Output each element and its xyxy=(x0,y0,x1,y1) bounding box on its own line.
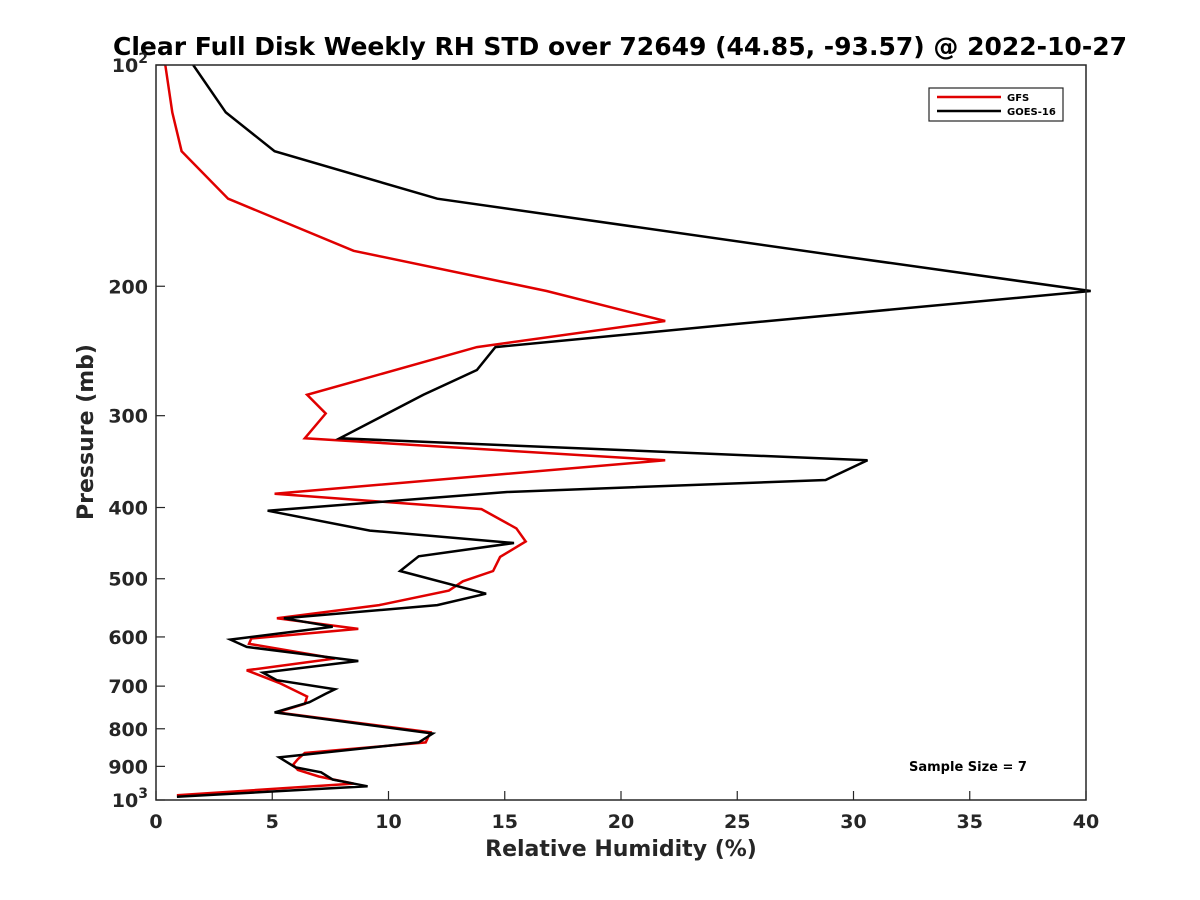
y-tick-exponent: 2 xyxy=(138,51,148,67)
y-tick-label: 700 xyxy=(108,676,148,698)
x-tick-label: 40 xyxy=(1073,811,1099,833)
y-tick-label: 103 xyxy=(112,786,148,812)
x-tick-label: 15 xyxy=(492,811,518,833)
axis-ticks: 0 5 10 15 20 25 30 35 40102200300400500600700800… xyxy=(108,51,1099,833)
series-line-gfs xyxy=(164,64,666,797)
y-tick-base: 10 xyxy=(112,790,138,812)
legend-label: GFS xyxy=(1007,93,1029,104)
x-tick-label: 20 xyxy=(608,811,634,833)
x-tick-label: 0 xyxy=(149,811,162,833)
y-tick-label: 900 xyxy=(108,756,148,778)
series-lines xyxy=(164,64,1091,799)
series-line-goes-16 xyxy=(176,64,1091,799)
y-tick-label: 102 xyxy=(112,51,148,77)
y-tick-exponent: 3 xyxy=(138,786,148,802)
y-tick-label: 300 xyxy=(108,406,148,428)
y-tick-label: 200 xyxy=(108,276,148,298)
sample-size-annotation: Sample Size = 7 xyxy=(909,760,1027,775)
y-tick-label: 600 xyxy=(108,627,148,649)
x-axis-label: Relative Humidity (%) xyxy=(485,837,757,862)
x-tick-label: 30 xyxy=(840,811,866,833)
y-tick-label: 500 xyxy=(108,569,148,591)
y-axis-label: Pressure (mb) xyxy=(74,344,99,520)
y-tick-label: 800 xyxy=(108,719,148,741)
x-tick-label: 35 xyxy=(957,811,983,833)
legend-label: GOES-16 xyxy=(1007,107,1056,118)
chart-title: Clear Full Disk Weekly RH STD over 72649… xyxy=(113,32,1127,61)
y-tick-label: 400 xyxy=(108,498,148,520)
legend: GFS GOES-16 xyxy=(928,87,1064,122)
legend-box xyxy=(928,87,1064,122)
x-tick-label: 5 xyxy=(266,811,279,833)
plot-axes xyxy=(155,64,1087,801)
x-tick-label: 10 xyxy=(375,811,401,833)
y-tick-base: 10 xyxy=(112,55,138,77)
x-tick-label: 25 xyxy=(724,811,750,833)
